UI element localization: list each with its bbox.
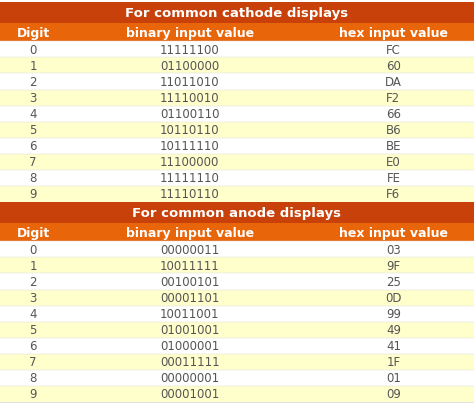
- Bar: [0, 90, 474, 107]
- Text: Digit: Digit: [17, 27, 50, 40]
- Text: 5: 5: [29, 124, 37, 137]
- Text: 11100000: 11100000: [160, 156, 219, 169]
- Text: 1: 1: [29, 60, 37, 73]
- Bar: [0, 42, 474, 58]
- Text: 11110110: 11110110: [160, 188, 219, 201]
- Text: 9: 9: [29, 188, 37, 201]
- Text: 00011111: 00011111: [160, 356, 219, 369]
- Text: 0D: 0D: [385, 291, 401, 304]
- Text: 41: 41: [386, 339, 401, 352]
- Text: 25: 25: [386, 275, 401, 288]
- Text: 10011111: 10011111: [160, 259, 219, 272]
- Text: 10110110: 10110110: [160, 124, 219, 137]
- Text: Digit: Digit: [17, 226, 50, 239]
- Text: 00100101: 00100101: [160, 275, 219, 288]
- Bar: [0, 258, 474, 274]
- Bar: [0, 186, 474, 202]
- Text: binary input value: binary input value: [126, 226, 254, 239]
- Text: 11111100: 11111100: [160, 44, 219, 57]
- Text: 03: 03: [386, 243, 401, 256]
- Text: 60: 60: [386, 60, 401, 73]
- Text: 3: 3: [29, 92, 37, 105]
- Bar: [0, 274, 474, 290]
- Bar: [0, 202, 474, 223]
- Bar: [0, 74, 474, 90]
- Text: 09: 09: [386, 388, 401, 401]
- Text: 01100000: 01100000: [160, 60, 219, 73]
- Text: 01: 01: [386, 371, 401, 384]
- Bar: [0, 139, 474, 154]
- Text: For common anode displays: For common anode displays: [133, 207, 341, 220]
- Text: 1F: 1F: [386, 356, 401, 369]
- Bar: [0, 306, 474, 322]
- Text: E0: E0: [386, 156, 401, 169]
- Text: 00000001: 00000001: [160, 371, 219, 384]
- Bar: [0, 3, 474, 24]
- Text: 9: 9: [29, 388, 37, 401]
- Text: 01000001: 01000001: [160, 339, 219, 352]
- Text: 01001001: 01001001: [160, 324, 219, 337]
- Text: 10111110: 10111110: [160, 140, 219, 153]
- Text: 4: 4: [29, 307, 37, 320]
- Text: 2: 2: [29, 76, 37, 89]
- Text: hex input value: hex input value: [339, 226, 448, 239]
- Text: 3: 3: [29, 291, 37, 304]
- Text: F2: F2: [386, 92, 401, 105]
- Text: 6: 6: [29, 339, 37, 352]
- Text: 8: 8: [29, 371, 37, 384]
- Text: FC: FC: [386, 44, 401, 57]
- Bar: [0, 386, 474, 402]
- Bar: [0, 107, 474, 122]
- Text: 00000011: 00000011: [160, 243, 219, 256]
- Text: 2: 2: [29, 275, 37, 288]
- Text: hex input value: hex input value: [339, 27, 448, 40]
- Text: B6: B6: [386, 124, 401, 137]
- Text: 66: 66: [386, 108, 401, 121]
- Bar: [0, 322, 474, 338]
- Bar: [0, 58, 474, 74]
- Bar: [0, 154, 474, 171]
- Text: FE: FE: [386, 172, 401, 185]
- Text: 11011010: 11011010: [160, 76, 219, 89]
- Text: 7: 7: [29, 156, 37, 169]
- Text: 5: 5: [29, 324, 37, 337]
- Bar: [0, 242, 474, 258]
- Text: For common cathode displays: For common cathode displays: [126, 7, 348, 20]
- Text: 8: 8: [29, 172, 37, 185]
- Bar: [0, 338, 474, 354]
- Text: 4: 4: [29, 108, 37, 121]
- Bar: [0, 122, 474, 139]
- Bar: [0, 354, 474, 370]
- Text: 0: 0: [29, 44, 37, 57]
- Text: binary input value: binary input value: [126, 27, 254, 40]
- Text: DA: DA: [385, 76, 402, 89]
- Bar: [0, 24, 474, 42]
- Text: 11110010: 11110010: [160, 92, 219, 105]
- Text: 10011001: 10011001: [160, 307, 219, 320]
- Text: 00001001: 00001001: [160, 388, 219, 401]
- Text: F6: F6: [386, 188, 401, 201]
- Bar: [0, 171, 474, 186]
- Text: 9F: 9F: [386, 259, 401, 272]
- Text: 7: 7: [29, 356, 37, 369]
- Bar: [0, 370, 474, 386]
- Text: 0: 0: [29, 243, 37, 256]
- Text: 1: 1: [29, 259, 37, 272]
- Text: 01100110: 01100110: [160, 108, 219, 121]
- Bar: [0, 223, 474, 242]
- Text: 11111110: 11111110: [160, 172, 219, 185]
- Bar: [0, 290, 474, 306]
- Text: 00001101: 00001101: [160, 291, 219, 304]
- Text: BE: BE: [386, 140, 401, 153]
- Text: 49: 49: [386, 324, 401, 337]
- Text: 6: 6: [29, 140, 37, 153]
- Text: 99: 99: [386, 307, 401, 320]
